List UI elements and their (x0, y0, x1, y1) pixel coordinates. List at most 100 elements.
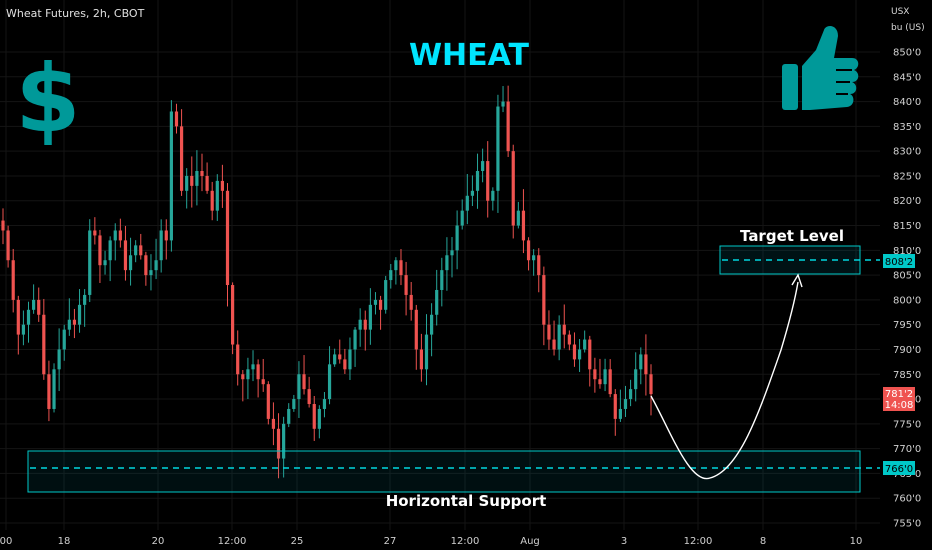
candle-body (67, 319, 71, 330)
candle-body (552, 339, 556, 350)
y-tick-label: 805'0 (893, 271, 921, 282)
candle-body (57, 349, 61, 370)
y-tick-label: 835'0 (893, 122, 921, 133)
candle-body (205, 175, 209, 191)
candle-body (363, 319, 367, 330)
x-tick-label: 12:00 (218, 536, 247, 547)
target-price-tag: 808'2 (883, 254, 915, 268)
svg-text:781'2: 781'2 (885, 389, 913, 400)
candle-body (195, 170, 199, 186)
candle-body (231, 285, 235, 345)
x-tick-label: 25 (291, 536, 304, 547)
y-tick-label: 785'0 (893, 370, 921, 381)
y-tick-label: 770'0 (893, 444, 921, 455)
candle-body (98, 235, 102, 266)
candle-body (123, 240, 128, 271)
candle-body (251, 364, 255, 370)
price-axis[interactable]: 850'0 845'0 840'0 835'0 830'0 825'0 820'0 815'0… (893, 48, 921, 530)
candle-body (623, 399, 628, 409)
candle-body (618, 408, 622, 419)
y-tick-label: 830'0 (893, 147, 921, 158)
candle-body (190, 175, 194, 186)
candle-body (639, 354, 643, 370)
candle-body (292, 399, 296, 409)
candle-body (32, 299, 36, 310)
projection-path (650, 281, 799, 480)
candle-body (282, 423, 286, 459)
candle-body (440, 270, 444, 290)
candle-body (174, 111, 179, 127)
candle-body (353, 329, 357, 350)
candle-body (220, 180, 225, 191)
chart-title: WHEAT (409, 38, 530, 73)
candle-body (210, 190, 214, 211)
candle-body (521, 210, 526, 241)
candle-body (225, 190, 230, 286)
candle-body (649, 374, 653, 395)
y-tick-label: 755'0 (893, 519, 921, 530)
candle-body (169, 111, 173, 241)
candle-body (511, 151, 515, 226)
x-tick-label: 20 (152, 536, 165, 547)
candle-body (491, 190, 495, 201)
candle-body (164, 230, 168, 241)
candle-body (414, 309, 418, 350)
candle-body (118, 230, 122, 241)
candle-body (429, 314, 434, 335)
candle-body (572, 344, 577, 360)
candle-body (644, 354, 648, 375)
x-tick-label: 10 (850, 536, 863, 547)
candle-body (455, 225, 459, 251)
candle-body (562, 324, 566, 335)
target-level-label: Target Level (740, 227, 844, 245)
candle-body (26, 309, 31, 325)
symbol-info: Wheat Futures, 2h, CBOT (6, 7, 145, 20)
candle-body (266, 384, 270, 419)
x-tick-label: 12:00 (684, 536, 713, 547)
candle-body (547, 324, 551, 340)
y-tick-label: 760'0 (893, 494, 921, 505)
candle-body (501, 101, 505, 107)
candle-body (384, 280, 388, 310)
candle-body (532, 255, 536, 261)
y-tick-label: 845'0 (893, 72, 921, 83)
annotations-group: Target Level Horizontal Support (27, 227, 880, 510)
support-price-tag: 766'0 (883, 461, 915, 475)
candle-body (333, 354, 337, 365)
thumbs-up-icon (782, 26, 859, 110)
candle-body (343, 359, 347, 370)
candle-body (11, 260, 15, 300)
candle-body (465, 195, 469, 211)
candle-body (394, 260, 398, 271)
current-price-tag: 781'2 14:08 (883, 387, 915, 411)
x-tick-label: Aug (520, 536, 540, 547)
x-tick-label: 27 (384, 536, 397, 547)
dollar-icon: $ (15, 45, 80, 154)
x-tick-label: 18 (58, 536, 71, 547)
svg-text:$: $ (15, 45, 80, 154)
candle-body (506, 101, 510, 152)
candle-body (481, 161, 485, 171)
candle-body (215, 180, 219, 211)
candle-body (317, 408, 321, 429)
candle-body (470, 190, 475, 196)
candle-body (496, 106, 500, 191)
time-axis[interactable]: 00 18 20 12:00 25 27 12:00 Aug 3 12:00 8 10 (0, 536, 862, 547)
candle-body (542, 275, 546, 325)
projection-arrowhead (791, 273, 803, 288)
candle-body (593, 369, 597, 380)
y-tick-label: 815'0 (893, 221, 921, 232)
candle-body (322, 399, 327, 409)
candle-body (567, 334, 571, 345)
candle-body (200, 170, 204, 176)
candle-body (93, 230, 97, 236)
candle-body (373, 299, 378, 305)
y-tick-label: 775'0 (893, 419, 921, 430)
candle-body (583, 339, 587, 350)
candle-body (159, 230, 163, 261)
candle-body (312, 404, 316, 429)
candle-body (486, 161, 490, 201)
candle-body (271, 418, 276, 429)
x-tick-label: 8 (760, 536, 766, 547)
